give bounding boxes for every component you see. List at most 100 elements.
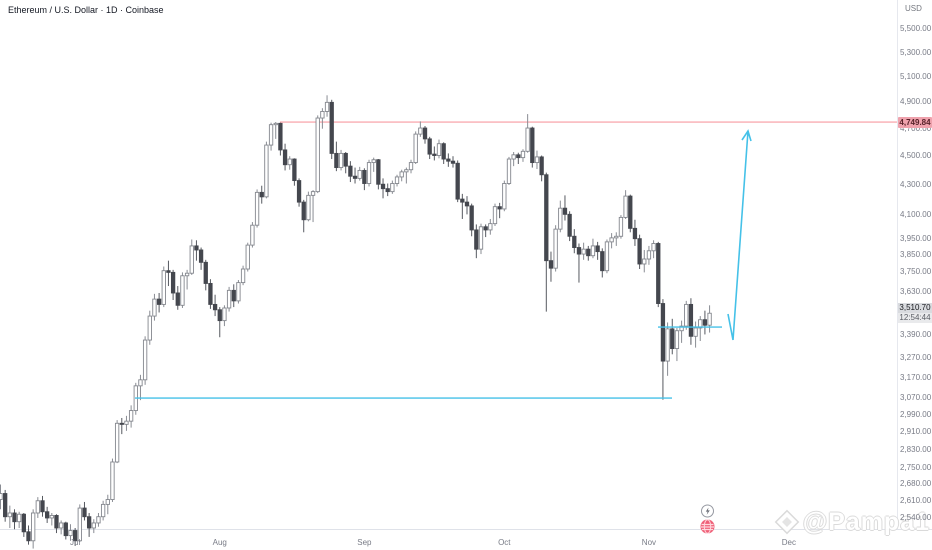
candle-body <box>688 303 694 337</box>
month-label-jul: Jul <box>70 538 81 547</box>
candle-body <box>54 515 59 529</box>
candle-body <box>427 138 432 155</box>
candle-body <box>175 292 180 306</box>
price-tick-label: 3,270.00 <box>900 353 932 363</box>
candle-body <box>217 309 222 322</box>
candle-body <box>40 500 45 513</box>
candle-body <box>26 531 31 542</box>
candle-body <box>110 461 115 500</box>
candle-body <box>198 249 204 263</box>
candle-body <box>152 298 157 317</box>
candle-body <box>637 238 642 265</box>
candle-body <box>231 289 236 302</box>
candle-body <box>525 127 530 152</box>
candle-body <box>35 500 40 514</box>
candle-body <box>203 261 208 284</box>
candle-body <box>436 143 442 156</box>
candle-body <box>292 158 297 182</box>
candle-body <box>590 245 596 257</box>
price-tick-label: 3,170.00 <box>900 372 932 382</box>
candle-body <box>114 422 120 463</box>
candle-body <box>586 248 591 257</box>
candle-body <box>268 124 274 146</box>
price-axis[interactable]: USD 5,500.00 5,300.00 5,100.00 4,900.00 4,70… <box>898 0 932 550</box>
price-tick-label: 2,750.00 <box>900 462 932 472</box>
candle-body <box>357 169 362 179</box>
candle-body <box>539 156 544 176</box>
candle-body <box>306 194 311 221</box>
month-label-aug: Aug <box>212 538 227 547</box>
price-tick-label: 4,700.00 <box>900 123 932 133</box>
candle-body <box>142 339 148 381</box>
candle-body <box>259 191 264 198</box>
price-axis-border <box>897 0 898 529</box>
candle-body <box>408 162 414 171</box>
candle-body <box>534 156 540 164</box>
candle-body <box>572 235 577 248</box>
candle-body <box>105 499 110 505</box>
lightning-event-icon[interactable] <box>701 504 714 518</box>
candle-body <box>31 512 36 542</box>
price-chart[interactable] <box>0 0 897 550</box>
candle-body <box>236 282 241 302</box>
candle-body <box>138 379 143 387</box>
candle-body <box>516 154 521 159</box>
candle-body <box>474 229 479 250</box>
candle-body <box>502 183 507 210</box>
resistance-price-label: 4,749.84 <box>898 116 932 128</box>
candle-body <box>334 152 339 169</box>
candle-body <box>609 237 614 243</box>
candle-body <box>156 298 162 305</box>
candle-body <box>422 127 428 140</box>
candle-body <box>68 530 73 537</box>
candle-body <box>7 512 12 518</box>
candle-body <box>450 160 456 164</box>
arrow-head <box>741 129 752 142</box>
candle-body <box>618 216 624 237</box>
candle-body <box>376 159 381 185</box>
candle-body <box>380 183 386 190</box>
candle-body <box>558 207 563 230</box>
candle-body <box>506 158 512 184</box>
candle-body <box>413 133 418 164</box>
candle-body <box>0 493 3 500</box>
bar-countdown: 12:54:44 <box>898 313 932 324</box>
candle-body <box>245 244 250 270</box>
candle-body <box>264 144 269 198</box>
candle-body <box>497 206 502 210</box>
candle-body <box>86 516 92 529</box>
candle-body <box>278 122 283 151</box>
candle-body <box>390 183 395 193</box>
candle-body <box>446 158 451 162</box>
candle-body <box>296 180 302 203</box>
candle-body <box>226 289 232 309</box>
candle-body <box>282 149 288 166</box>
candle-body <box>189 245 194 274</box>
candle-body <box>418 127 423 135</box>
candle-body <box>91 522 96 529</box>
candle-body <box>124 420 129 425</box>
candle-body <box>63 522 68 537</box>
candle-body <box>693 327 698 337</box>
month-label-nov: Nov <box>641 538 657 547</box>
candle-body <box>394 176 400 184</box>
candle-body <box>3 493 8 518</box>
candle-body <box>17 513 22 523</box>
candle-body <box>320 111 325 119</box>
symbol-legend[interactable]: Ethereum / U.S. Dollar · 1D · Coinbase <box>8 5 164 15</box>
price-tick-label: 3,390.00 <box>900 330 932 340</box>
candle-body <box>581 248 586 255</box>
event-markers[interactable] <box>698 502 718 536</box>
price-tick-label: 4,900.00 <box>900 97 932 107</box>
arrow-drawing[interactable] <box>727 130 749 341</box>
candle-body <box>464 201 470 207</box>
candle-body <box>483 226 488 231</box>
candle-body <box>58 522 64 529</box>
price-tick-label: 2,610.00 <box>900 495 932 505</box>
candle-body <box>674 330 680 350</box>
candle-body <box>324 101 330 112</box>
diamond-logo-icon <box>774 509 800 535</box>
flag-event-icon[interactable] <box>700 519 715 534</box>
candle-body <box>45 511 50 519</box>
